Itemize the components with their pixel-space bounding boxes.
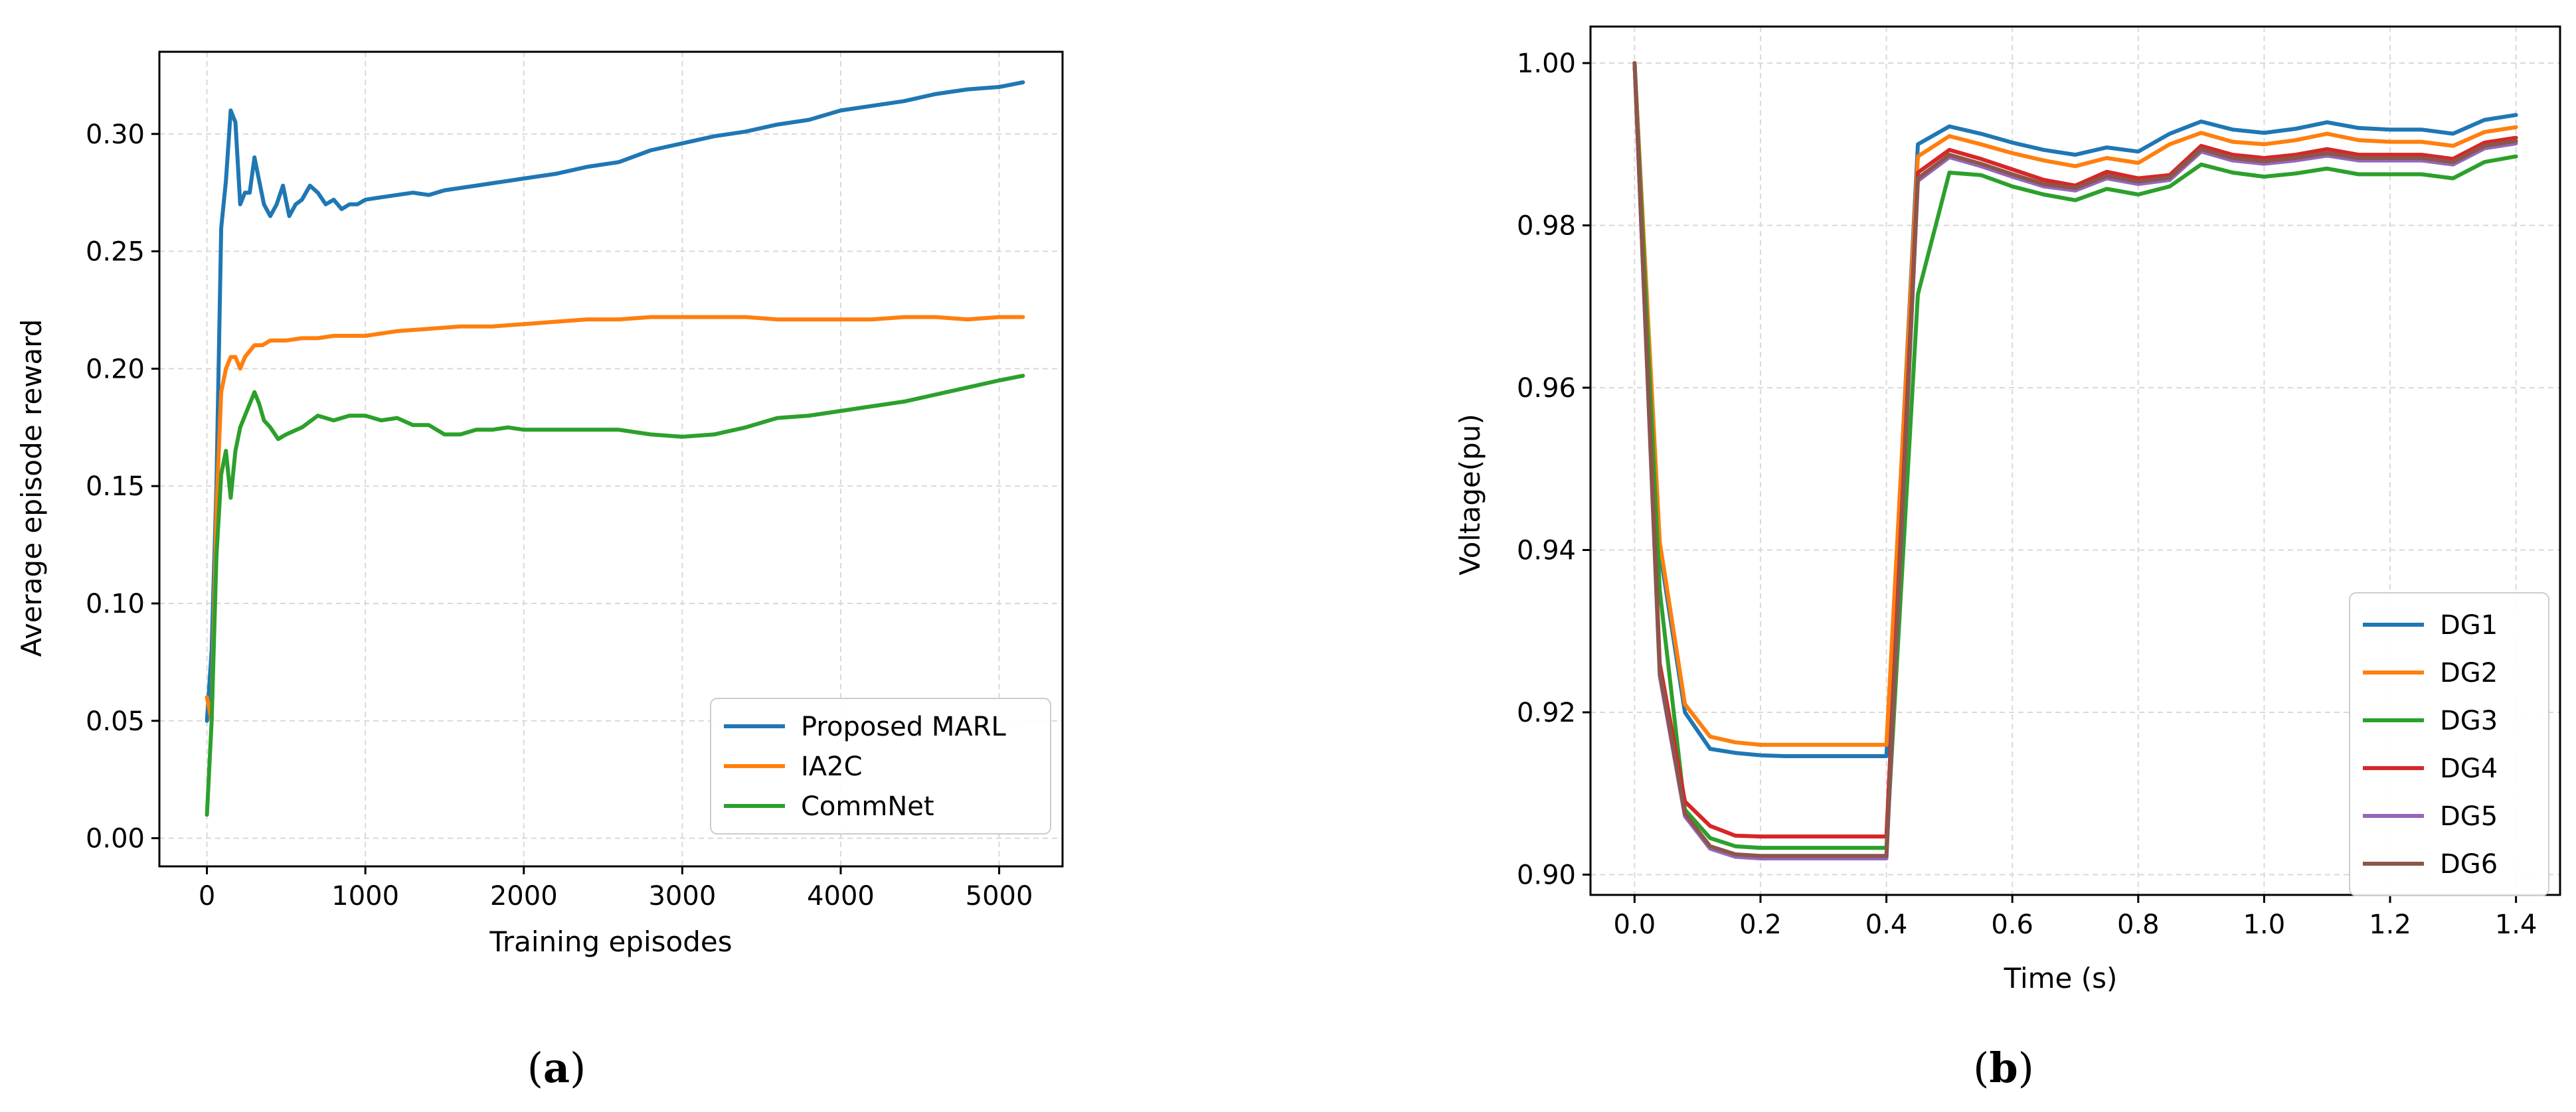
- panel-a-y-tick-label-2: 0.10: [86, 589, 145, 619]
- panel-a-grid: [159, 52, 1063, 866]
- panel-a-reward-chart: 0 1000 2000 3000 4000 5000 0.00 0.05 0.10 0.15 0.2…: [15, 50, 1064, 1092]
- panel-b-x-tick-label-4: 0.8: [2117, 910, 2160, 940]
- panel-b-caption-letter: b: [1989, 1044, 2018, 1092]
- panel-a-x-tick-label-5: 5000: [966, 881, 1033, 912]
- panel-b-legend-label-dg1: DG1: [2440, 610, 2498, 641]
- panel-b-series-line-dg6: [1632, 61, 2518, 858]
- panel-a-legend: Proposed MARL IA2C CommNet: [710, 698, 1051, 834]
- panel-b-x-tick-label-3: 0.6: [1991, 910, 2033, 940]
- panel-a-legend-label-ia2c: IA2C: [801, 752, 863, 782]
- panel-b-series-line-dg5: [1632, 61, 2518, 860]
- panel-b-x-tick-label-1: 0.2: [1739, 910, 1782, 940]
- panel-b-x-tick-label-2: 0.4: [1865, 910, 1908, 940]
- panel-a-caption: (a): [527, 1044, 586, 1092]
- panel-b-legend-label-dg2: DG2: [2440, 658, 2498, 688]
- panel-b-y-axis-label: Voltage(pu): [1454, 414, 1486, 576]
- panel-a-series-line-commnet: [205, 374, 1025, 817]
- panel-a-legend-label-commnet: CommNet: [801, 791, 934, 822]
- panel-b-series-line-dg1: [1632, 61, 2518, 758]
- panel-a-x-tick-label-4: 4000: [807, 881, 875, 912]
- panel-b-legend-label-dg6: DG6: [2440, 849, 2498, 880]
- panel-b-legend: DG1 DG2 DG3 DG4 DG5 DG6: [2349, 592, 2549, 896]
- panel-a-series-line-ia2c: [205, 315, 1025, 723]
- panel-b-caption: (b): [1973, 1044, 2034, 1092]
- panel-a-series-lines: [205, 80, 1025, 817]
- panel-b-grid: [1590, 27, 2560, 895]
- panel-b-plot-frame: [1589, 25, 2561, 896]
- panel-b-y-tick-label-2: 0.94: [1517, 535, 1576, 566]
- panel-a-x-tick-label-2: 2000: [490, 881, 558, 912]
- panel-a-x-tick-label-0: 0: [199, 881, 215, 912]
- panel-b-series-line-dg3: [1632, 61, 2518, 850]
- panel-b-ticks: 0.0 0.2 0.4 0.6 0.8 1.0 1.2 1.4 0.90 0.92 0.94 0.96…: [1517, 48, 2537, 940]
- panel-a-y-tick-label-6: 0.30: [86, 119, 145, 150]
- panel-b-x-tick-label-5: 1.0: [2243, 910, 2286, 940]
- panel-b-legend-box: [2349, 592, 2549, 896]
- panel-a-x-axis-label: Training episodes: [489, 925, 732, 958]
- panel-a-y-tick-label-3: 0.15: [86, 471, 145, 502]
- panel-b-voltage-chart: 0.0 0.2 0.4 0.6 0.8 1.0 1.2 1.4 0.90 0.92 0.94 0.96…: [1454, 25, 2561, 1092]
- panel-b-y-tick-label-5: 1.00: [1517, 48, 1576, 79]
- panel-b-y-tick-label-4: 0.98: [1517, 210, 1576, 241]
- panel-a-legend-label-proposed-marl: Proposed MARL: [801, 712, 1007, 742]
- panel-a-series-line-proposed-marl: [205, 80, 1025, 723]
- panel-a-y-tick-label-0: 0.00: [86, 824, 145, 854]
- panel-b-y-tick-label-1: 0.92: [1517, 698, 1576, 728]
- panel-b-legend-label-dg4: DG4: [2440, 754, 2498, 784]
- panel-b-x-tick-label-7: 1.4: [2495, 910, 2537, 940]
- panel-a-ticks: 0 1000 2000 3000 4000 5000 0.00 0.05 0.10 0.15 0.2…: [86, 119, 1033, 912]
- panel-a-x-tick-label-1: 1000: [331, 881, 399, 912]
- panel-b-series-line-dg2: [1632, 61, 2518, 747]
- panel-b-series-lines: [1632, 61, 2518, 860]
- panel-b-series-line-dg4: [1632, 61, 2518, 838]
- panel-a-caption-letter: a: [543, 1044, 570, 1092]
- panel-a-y-axis-label: Average episode reward: [15, 319, 48, 657]
- panel-b-y-tick-label-3: 0.96: [1517, 373, 1576, 404]
- panel-a-y-tick-label-5: 0.25: [86, 237, 145, 268]
- panel-a-plot-frame: [158, 50, 1064, 868]
- panel-a-legend-box: [710, 698, 1051, 834]
- panel-b-y-tick-label-0: 0.90: [1517, 860, 1576, 890]
- panel-b-x-tick-label-6: 1.2: [2369, 910, 2411, 940]
- panel-b-x-axis-label: Time (s): [2004, 962, 2118, 994]
- panel-a-y-tick-label-1: 0.05: [86, 706, 145, 737]
- panel-a-y-tick-label-4: 0.20: [86, 354, 145, 384]
- panel-b-x-tick-label-0: 0.0: [1614, 910, 1656, 940]
- panel-a-x-tick-label-3: 3000: [648, 881, 716, 912]
- panel-b-legend-label-dg3: DG3: [2440, 706, 2498, 736]
- panel-b-legend-label-dg5: DG5: [2440, 801, 2498, 832]
